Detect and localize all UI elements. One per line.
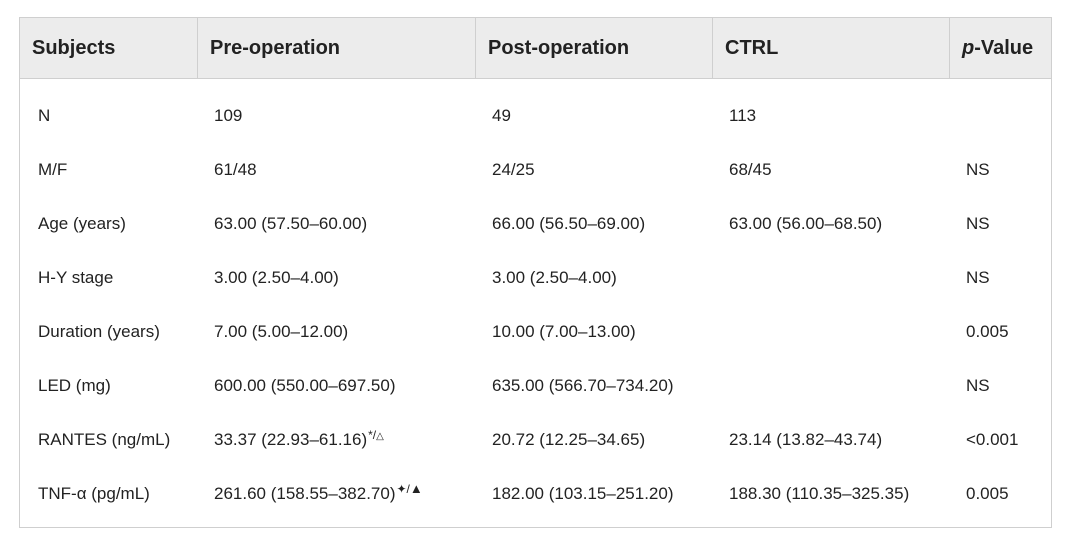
- cell-p-value: <0.001: [966, 413, 1018, 467]
- cell-post-operation: 49: [492, 89, 511, 143]
- cell-ctrl-text: 188.30 (110.35–325.35): [729, 484, 910, 503]
- cell-ctrl: 63.00 (56.00–68.50): [729, 197, 882, 251]
- cell-subject: Age (years): [38, 197, 126, 251]
- data-table: Subjects Pre-operation Post-operation CT…: [19, 17, 1052, 528]
- cell-post-operation: 66.00 (56.50–69.00): [492, 197, 645, 251]
- table-row: M/F 61/48 24/25 68/45 NS: [20, 143, 1051, 197]
- header-post-operation: Post-operation: [475, 18, 712, 78]
- significance-marker-first: ✦/: [396, 482, 410, 496]
- cell-ctrl: 113: [729, 89, 756, 143]
- cell-post-operation: 10.00 (7.00–13.00): [492, 305, 636, 359]
- cell-pre-operation: 61/48: [214, 143, 257, 197]
- cell-pre-operation: 600.00 (550.00–697.50): [214, 359, 396, 413]
- cell-p-value-text: 0.005: [966, 322, 1009, 341]
- cell-ctrl: 68/45: [729, 143, 772, 197]
- header-p-rest: -Value: [974, 37, 1034, 59]
- cell-post-operation: 24/25: [492, 143, 535, 197]
- cell-pre-operation-text: 7.00 (5.00–12.00): [214, 322, 349, 341]
- cell-p-value: 0.005: [966, 305, 1009, 359]
- header-p-italic: p: [962, 37, 975, 59]
- cell-pre-operation: 63.00 (57.50–60.00): [214, 197, 367, 251]
- cell-post-operation: 635.00 (566.70–734.20): [492, 359, 674, 413]
- significance-marker: ✦/▲: [397, 482, 423, 496]
- table-row: N 109 49 113: [20, 89, 1051, 143]
- header-p-value: p-Value: [949, 18, 1053, 78]
- cell-post-operation: 182.00 (103.15–251.20): [492, 467, 674, 521]
- cell-pre-operation: 3.00 (2.50–4.00): [214, 251, 339, 305]
- cell-p-value: NS: [966, 359, 990, 413]
- cell-pre-operation-text: 33.37 (22.93–61.16): [214, 430, 368, 449]
- cell-subject-text: M/F: [38, 160, 68, 179]
- cell-subject: Duration (years): [38, 305, 160, 359]
- cell-pre-operation: 109: [214, 89, 242, 143]
- cell-p-value-text: NS: [966, 376, 990, 395]
- cell-post-operation-text: 24/25: [492, 160, 535, 179]
- cell-subject: H-Y stage: [38, 251, 113, 305]
- cell-post-operation-text: 66.00 (56.50–69.00): [492, 214, 646, 233]
- cell-pre-operation-text: 261.60 (158.55–382.70): [214, 484, 396, 503]
- significance-marker-second: △: [376, 431, 384, 442]
- cell-subject: LED (mg): [38, 359, 111, 413]
- cell-subject: RANTES (ng/mL): [38, 413, 170, 467]
- cell-subject: TNF-α (pg/mL): [38, 467, 150, 521]
- cell-subject-text: Duration (years): [38, 322, 160, 341]
- cell-post-operation-text: 49: [492, 106, 511, 125]
- cell-ctrl: 188.30 (110.35–325.35): [729, 467, 909, 521]
- cell-pre-operation: 261.60 (158.55–382.70)✦/▲: [214, 467, 423, 521]
- cell-pre-operation-text: 63.00 (57.50–60.00): [214, 214, 368, 233]
- cell-subject: N: [38, 89, 50, 143]
- cell-pre-operation: 7.00 (5.00–12.00): [214, 305, 348, 359]
- cell-ctrl: 23.14 (13.82–43.74): [729, 413, 882, 467]
- header-ctrl: CTRL: [712, 18, 949, 78]
- cell-p-value-text: NS: [966, 214, 990, 233]
- cell-p-value: NS: [966, 251, 990, 305]
- table-row: H-Y stage 3.00 (2.50–4.00) 3.00 (2.50–4.00…: [20, 251, 1051, 305]
- significance-marker: */△: [368, 428, 384, 442]
- significance-marker-first: */: [368, 428, 377, 442]
- cell-subject-text: H-Y stage: [38, 268, 114, 287]
- cell-post-operation: 3.00 (2.50–4.00): [492, 251, 617, 305]
- cell-ctrl-text: 68/45: [729, 160, 772, 179]
- cell-p-value: 0.005: [966, 467, 1009, 521]
- cell-post-operation-text: 182.00 (103.15–251.20): [492, 484, 674, 503]
- significance-marker-second: ▲: [409, 481, 423, 496]
- cell-subject-text: LED (mg): [38, 376, 111, 395]
- header-pre-operation: Pre-operation: [197, 18, 475, 78]
- cell-post-operation: 20.72 (12.25–34.65): [492, 413, 645, 467]
- cell-subject-text: RANTES (ng/mL): [38, 430, 171, 449]
- cell-post-operation-text: 635.00 (566.70–734.20): [492, 376, 674, 395]
- table-row: TNF-α (pg/mL) 261.60 (158.55–382.70)✦/▲ 18…: [20, 467, 1051, 521]
- cell-p-value: NS: [966, 143, 990, 197]
- cell-pre-operation-text: 61/48: [214, 160, 257, 179]
- cell-p-value-text: NS: [966, 160, 990, 179]
- cell-p-value-text: 0.005: [966, 484, 1009, 503]
- table-row: Age (years) 63.00 (57.50–60.00) 66.00 (56.…: [20, 197, 1051, 251]
- cell-pre-operation: 33.37 (22.93–61.16)*/△: [214, 413, 384, 467]
- table-row: RANTES (ng/mL) 33.37 (22.93–61.16)*/△ 20.7…: [20, 413, 1051, 467]
- cell-subject-text: TNF-α (pg/mL): [38, 484, 150, 503]
- header-subjects: Subjects: [32, 37, 116, 59]
- cell-pre-operation-text: 109: [214, 106, 243, 125]
- cell-p-value-text: NS: [966, 268, 990, 287]
- table-header-row: Subjects Pre-operation Post-operation CT…: [20, 18, 1051, 79]
- cell-ctrl-text: 113: [729, 106, 757, 125]
- cell-ctrl-text: 23.14 (13.82–43.74): [729, 430, 883, 449]
- cell-subject: M/F: [38, 143, 67, 197]
- cell-pre-operation-text: 600.00 (550.00–697.50): [214, 376, 396, 395]
- cell-p-value: NS: [966, 197, 990, 251]
- cell-subject-text: Age (years): [38, 214, 126, 233]
- cell-ctrl-text: 63.00 (56.00–68.50): [729, 214, 883, 233]
- table-row: Duration (years) 7.00 (5.00–12.00) 10.00 (…: [20, 305, 1051, 359]
- cell-post-operation-text: 20.72 (12.25–34.65): [492, 430, 646, 449]
- cell-subject-text: N: [38, 106, 51, 125]
- cell-p-value-text: <0.001: [966, 430, 1019, 449]
- table-row: LED (mg) 600.00 (550.00–697.50) 635.00 (56…: [20, 359, 1051, 413]
- cell-post-operation-text: 10.00 (7.00–13.00): [492, 322, 636, 341]
- cell-pre-operation-text: 3.00 (2.50–4.00): [214, 268, 339, 287]
- cell-post-operation-text: 3.00 (2.50–4.00): [492, 268, 617, 287]
